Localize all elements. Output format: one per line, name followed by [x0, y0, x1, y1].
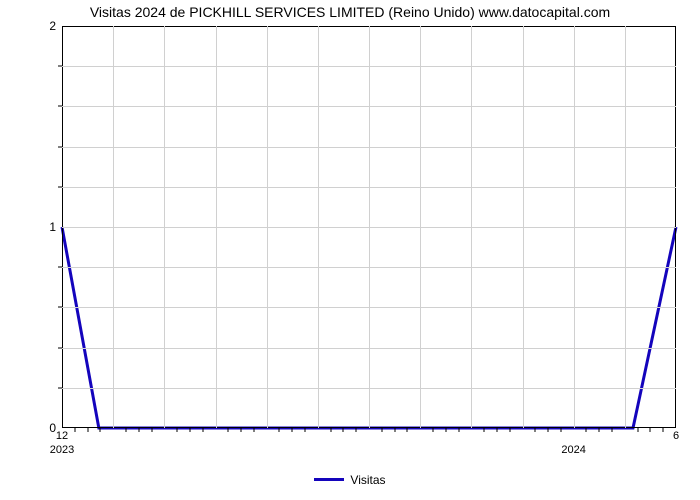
- y-tick-dash: [58, 186, 62, 187]
- x-tick-dash: [484, 428, 485, 432]
- gridline-v: [267, 26, 268, 428]
- x-tick-dash: [241, 428, 242, 432]
- x-tick-dash: [202, 428, 203, 432]
- plot-area: 01212620232024: [62, 26, 676, 428]
- x-tick-dash: [151, 428, 152, 432]
- x-tick-dash: [381, 428, 382, 432]
- x-tick-dash: [535, 428, 536, 432]
- y-tick-dash: [58, 307, 62, 308]
- y-tick-label: 2: [49, 19, 62, 33]
- x-tick-dash: [445, 428, 446, 432]
- x-tick-dash: [407, 428, 408, 432]
- x-tick-dash: [637, 428, 638, 432]
- x-tick-dash: [279, 428, 280, 432]
- x-tick-dash: [177, 428, 178, 432]
- x-tick-dash: [74, 428, 75, 432]
- x-tick-dash: [650, 428, 651, 432]
- x-tick-dash: [138, 428, 139, 432]
- x-tick-dash: [356, 428, 357, 432]
- legend: Visitas: [0, 472, 700, 487]
- x-tick-dash: [330, 428, 331, 432]
- gridline-v: [471, 26, 472, 428]
- x-year-label: 2023: [50, 428, 74, 456]
- legend-label: Visitas: [350, 473, 385, 487]
- x-tick-dash: [292, 428, 293, 432]
- y-tick-dash: [58, 347, 62, 348]
- x-tick-dash: [305, 428, 306, 432]
- x-tick-dash: [509, 428, 510, 432]
- x-tick-dash: [548, 428, 549, 432]
- gridline-v: [574, 26, 575, 428]
- x-tick-dash: [496, 428, 497, 432]
- x-tick-dash: [432, 428, 433, 432]
- x-tick-dash: [458, 428, 459, 432]
- y-tick-dash: [58, 106, 62, 107]
- gridline-v: [216, 26, 217, 428]
- gridline-v: [113, 26, 114, 428]
- gridline-v: [164, 26, 165, 428]
- y-tick-dash: [58, 387, 62, 388]
- x-tick-label: 6: [673, 428, 679, 442]
- x-tick-dash: [253, 428, 254, 432]
- x-tick-dash: [100, 428, 101, 432]
- gridline-v: [625, 26, 626, 428]
- y-tick-dash: [58, 267, 62, 268]
- x-tick-dash: [125, 428, 126, 432]
- chart-container: Visitas 2024 de PICKHILL SERVICES LIMITE…: [0, 0, 700, 500]
- x-tick-dash: [612, 428, 613, 432]
- gridline-v: [420, 26, 421, 428]
- gridline-v: [318, 26, 319, 428]
- legend-swatch: [314, 478, 344, 481]
- x-tick-dash: [599, 428, 600, 432]
- gridline-v: [369, 26, 370, 428]
- y-tick-dash: [58, 146, 62, 147]
- x-tick-dash: [228, 428, 229, 432]
- x-tick-dash: [343, 428, 344, 432]
- y-tick-dash: [58, 66, 62, 67]
- chart-title: Visitas 2024 de PICKHILL SERVICES LIMITE…: [0, 4, 700, 20]
- x-tick-dash: [586, 428, 587, 432]
- gridline-v: [523, 26, 524, 428]
- x-tick-dash: [663, 428, 664, 432]
- x-tick-dash: [394, 428, 395, 432]
- x-year-label: 2024: [561, 428, 585, 456]
- x-tick-dash: [87, 428, 88, 432]
- x-tick-dash: [189, 428, 190, 432]
- y-tick-label: 1: [49, 220, 62, 234]
